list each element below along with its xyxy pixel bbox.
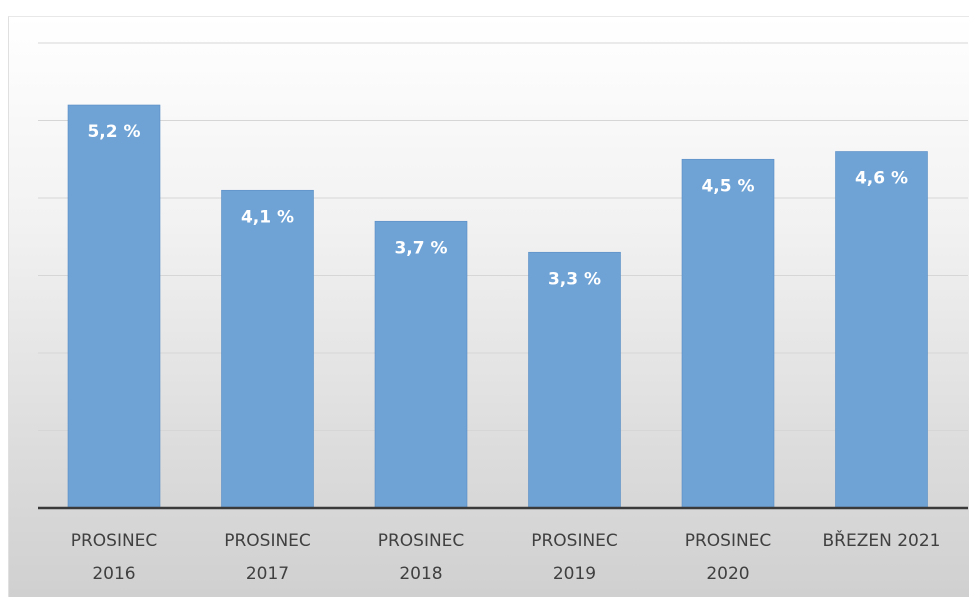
category-label-0: PROSINEC 2016 bbox=[71, 531, 158, 584]
chart-frame bbox=[8, 16, 969, 597]
category-label-2: PROSINEC 2018 bbox=[378, 531, 465, 584]
category-label-line: PROSINEC bbox=[378, 531, 465, 551]
data-label-2: 3,7 % bbox=[394, 238, 447, 258]
category-label-line: PROSINEC bbox=[531, 531, 618, 551]
category-label-line: 2019 bbox=[553, 564, 596, 584]
bar-0 bbox=[67, 104, 161, 509]
bar-5 bbox=[835, 151, 928, 509]
category-label-line: 2020 bbox=[706, 564, 749, 584]
bar-4 bbox=[681, 158, 775, 509]
category-label-5: BŘEZEN 2021 bbox=[823, 529, 941, 551]
bar-2 bbox=[374, 220, 468, 509]
category-label-line: PROSINEC bbox=[71, 531, 158, 551]
data-label-1: 4,1 % bbox=[241, 207, 294, 227]
category-label-line: PROSINEC bbox=[224, 531, 311, 551]
category-label-line: PROSINEC bbox=[685, 531, 772, 551]
data-label-0: 5,2 % bbox=[87, 122, 140, 142]
category-label-line: BŘEZEN 2021 bbox=[823, 529, 941, 551]
bar-3 bbox=[528, 251, 621, 509]
category-label-3: PROSINEC 2019 bbox=[531, 531, 618, 584]
category-label-line: 2017 bbox=[246, 564, 289, 584]
bar-1 bbox=[221, 189, 314, 509]
category-label-4: PROSINEC 2020 bbox=[685, 531, 772, 584]
category-label-line: 2018 bbox=[399, 564, 442, 584]
data-label-5: 4,6 % bbox=[855, 169, 908, 189]
category-label-line: 2016 bbox=[92, 564, 135, 584]
data-label-4: 4,5 % bbox=[701, 176, 754, 196]
data-label-3: 3,3 % bbox=[548, 269, 601, 289]
category-label-1: PROSINEC 2017 bbox=[224, 531, 311, 584]
